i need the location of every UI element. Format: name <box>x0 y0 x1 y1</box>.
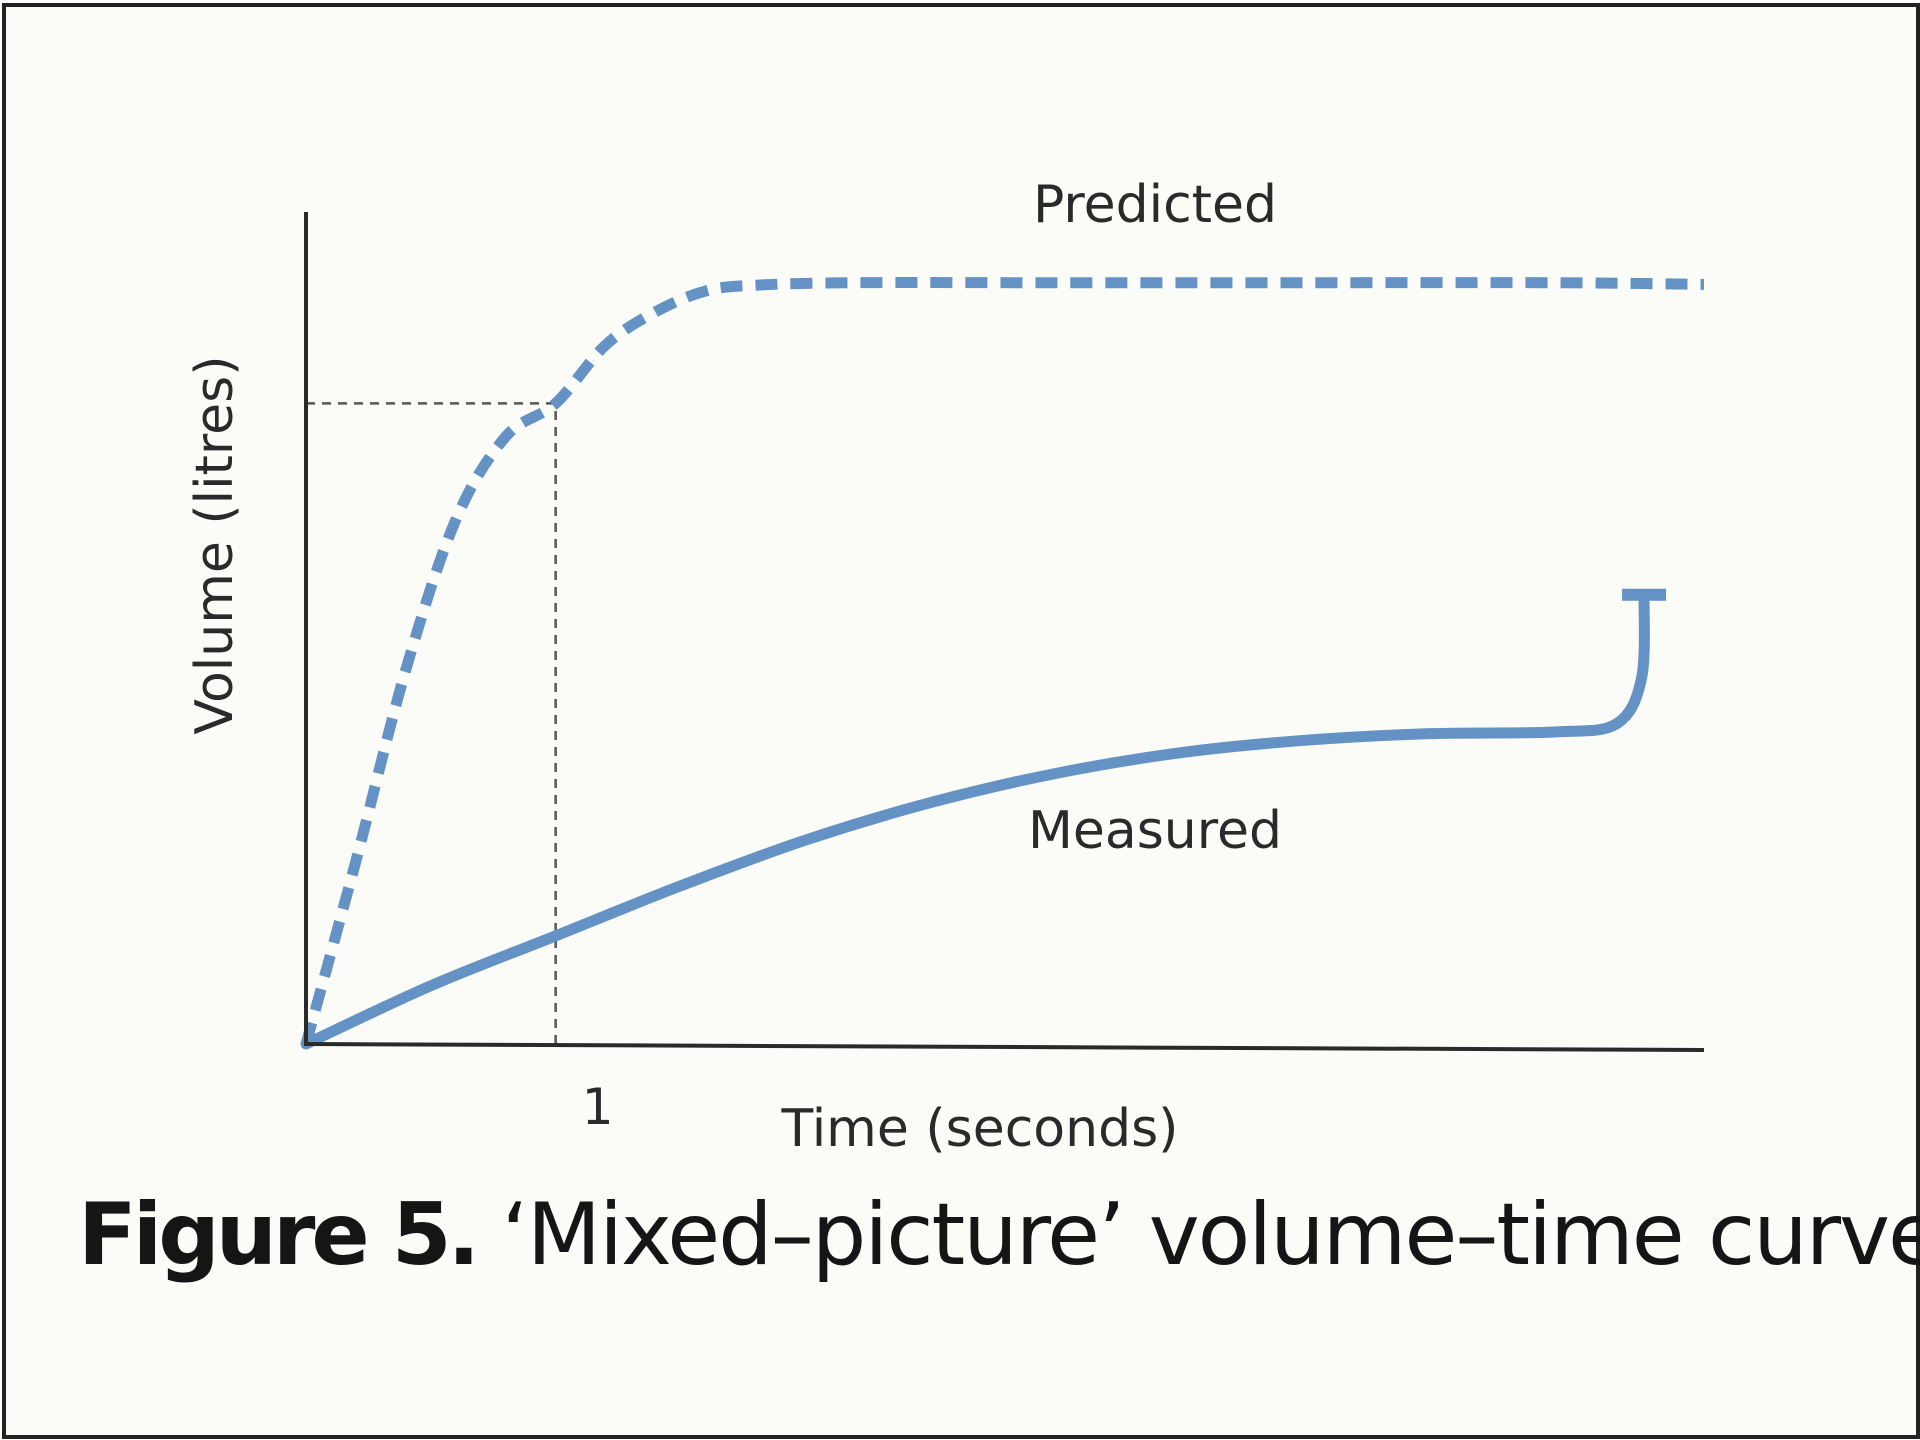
x-tick-label-1: 1 <box>582 1078 614 1136</box>
series-label-predicted: Predicted <box>1033 175 1277 235</box>
series-lines <box>300 277 1705 1050</box>
series-label-measured: Measured <box>1028 801 1282 861</box>
figure-caption: Figure 5. ‘Mixed–picture’ volume–time cu… <box>78 1185 1920 1285</box>
guide-lines <box>306 402 557 1044</box>
x-axis-label: Time (seconds) <box>781 1099 1179 1159</box>
axes <box>303 212 1705 1052</box>
series-line-predicted <box>300 277 1705 1046</box>
figure-caption-label: Figure 5. <box>78 1185 480 1285</box>
chart-labels: Predicted Measured 1 Time (seconds) Volu… <box>185 175 1282 1159</box>
figure-frame <box>2 3 1920 1439</box>
x-axis-line <box>303 1042 1705 1052</box>
figure-caption-text: ‘Mixed–picture’ volume–time curve <box>501 1185 1920 1285</box>
y-axis-label: Volume (litres) <box>185 355 245 734</box>
series-line-measured <box>300 589 1650 1050</box>
